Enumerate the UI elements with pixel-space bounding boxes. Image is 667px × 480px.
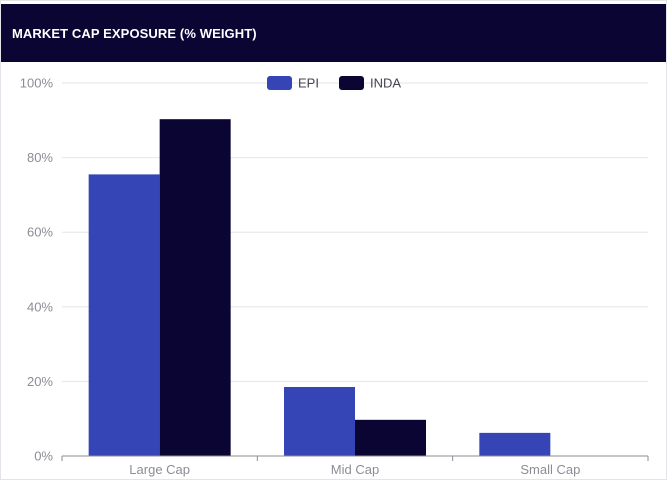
y-tick-label: 40% <box>27 299 53 314</box>
bar-inda-mid-cap[interactable] <box>355 419 426 456</box>
chart-header: MARKET CAP EXPOSURE (% WEIGHT) <box>1 4 666 62</box>
bars-layer <box>88 119 551 456</box>
y-tick-label: 60% <box>27 225 53 240</box>
y-tick-label: 20% <box>27 374 53 389</box>
bar-epi-large-cap[interactable] <box>88 174 160 456</box>
legend-label: EPI <box>298 76 319 91</box>
legend-item-epi[interactable]: EPI <box>267 76 319 91</box>
market-cap-bar-chart: 0% 20% 40% 60% 80% 100% Large Cap Mid Cap Small … <box>20 76 649 477</box>
x-tick-label: Mid Cap <box>331 462 379 477</box>
bar-epi-small-cap[interactable] <box>479 432 551 456</box>
chart-title: MARKET CAP EXPOSURE (% WEIGHT) <box>12 25 257 41</box>
y-tick-label: 100% <box>20 76 54 91</box>
axis-layer: 0% 20% 40% 60% 80% 100% Large Cap Mid Cap Small … <box>20 76 649 477</box>
bar-epi-mid-cap[interactable] <box>284 386 355 456</box>
x-tick-label: Large Cap <box>129 462 190 477</box>
y-tick-label: 0% <box>34 449 53 464</box>
legend-item-inda[interactable]: INDA <box>339 76 401 91</box>
x-tick-label: Small Cap <box>520 462 580 477</box>
bar-inda-large-cap[interactable] <box>159 119 231 456</box>
y-tick-label: 80% <box>27 150 53 165</box>
legend-label: INDA <box>370 76 401 91</box>
legend: EPI INDA <box>267 76 401 91</box>
legend-swatch <box>339 76 364 90</box>
legend-swatch <box>267 76 292 90</box>
